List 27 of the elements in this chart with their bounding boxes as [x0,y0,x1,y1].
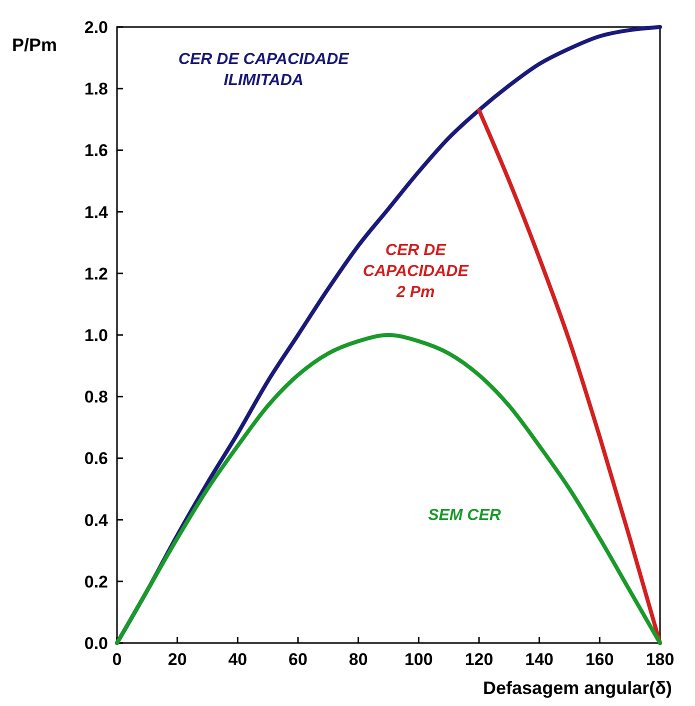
x-tick-label: 60 [288,650,308,669]
x-tick-label: 40 [228,650,248,669]
y-tick-label: 0.0 [84,634,108,653]
text: SEM CER [428,506,502,524]
y-tick-label: 1.2 [84,264,108,284]
text: CER DE CAPACIDADE 2 Pm [362,242,470,301]
y-tick-label: 0.2 [84,572,108,592]
y-tick-label: 0.6 [84,449,108,468]
x-tick-label: 120 [464,650,494,669]
x-tick-label: 80 [348,650,368,669]
y-tick-label: 2.0 [84,18,108,37]
y-tick-label: 1.0 [84,326,108,345]
y-axis-title: P/Pm [12,35,58,55]
y-tick-label: 1.6 [84,141,108,160]
y-tick-label: 1.8 [84,80,108,99]
y-tick-label: 1.4 [84,202,109,222]
x-tick-label: 100 [404,650,433,669]
x-axis-title: Defasagem angular(δ) [483,678,672,698]
y-tick-label: 0.8 [84,388,108,407]
x-tick-label: 140 [525,650,554,669]
x-tick-label: 160 [585,650,614,669]
x-tick-label: 0 [112,650,122,669]
text: CER DE CAPACIDADE ILIMITADA [178,50,350,89]
x-tick-label: 180 [646,650,674,669]
line-series [115,333,662,645]
y-tick-label: 0.4 [84,510,109,530]
x-tick-label: 20 [168,650,187,669]
